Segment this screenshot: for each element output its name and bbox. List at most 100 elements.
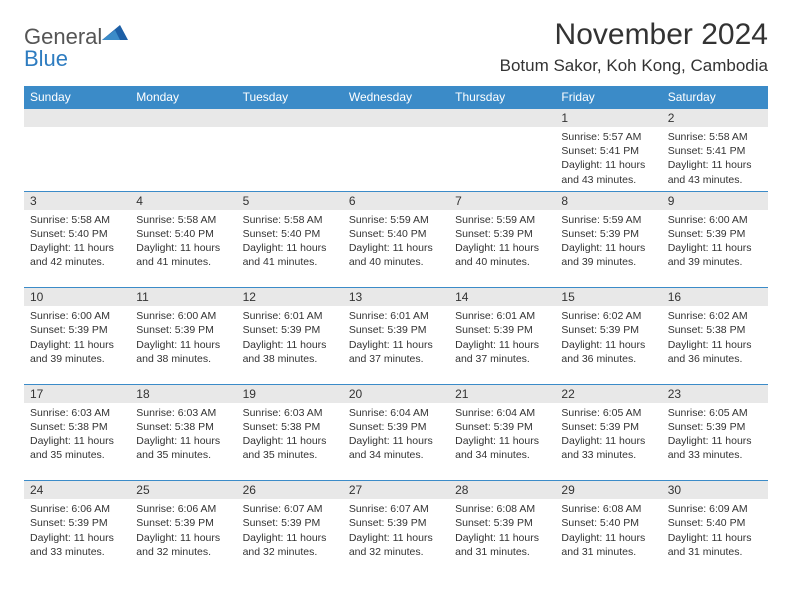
sunrise-text: Sunrise: 6:07 AM — [243, 502, 337, 516]
sunset-text: Sunset: 5:41 PM — [668, 144, 762, 158]
day-number: 6 — [343, 191, 449, 210]
sunrise-text: Sunrise: 6:01 AM — [243, 309, 337, 323]
sunrise-text: Sunrise: 6:00 AM — [30, 309, 124, 323]
sunset-text: Sunset: 5:40 PM — [136, 227, 230, 241]
day-cell: Sunrise: 5:58 AMSunset: 5:40 PMDaylight:… — [237, 210, 343, 288]
sunrise-text: Sunrise: 6:08 AM — [561, 502, 655, 516]
day-number: 4 — [130, 191, 236, 210]
day-cell: Sunrise: 5:58 AMSunset: 5:40 PMDaylight:… — [130, 210, 236, 288]
sunrise-text: Sunrise: 6:02 AM — [561, 309, 655, 323]
day-cell: Sunrise: 5:59 AMSunset: 5:39 PMDaylight:… — [555, 210, 661, 288]
sunrise-text: Sunrise: 6:04 AM — [455, 406, 549, 420]
day-cell: Sunrise: 6:09 AMSunset: 5:40 PMDaylight:… — [662, 499, 768, 577]
sunrise-text: Sunrise: 6:09 AM — [668, 502, 762, 516]
day-header-friday: Friday — [555, 86, 661, 109]
day-cell — [130, 127, 236, 191]
sunset-text: Sunset: 5:39 PM — [349, 323, 443, 337]
sunset-text: Sunset: 5:40 PM — [561, 516, 655, 530]
day-number: 28 — [449, 481, 555, 500]
daylight-text: Daylight: 11 hours and 37 minutes. — [455, 338, 549, 366]
day-number: 19 — [237, 384, 343, 403]
day-number — [237, 109, 343, 128]
day-number: 5 — [237, 191, 343, 210]
day-cell: Sunrise: 6:01 AMSunset: 5:39 PMDaylight:… — [343, 306, 449, 384]
day-cell: Sunrise: 6:04 AMSunset: 5:39 PMDaylight:… — [449, 403, 555, 481]
sunset-text: Sunset: 5:39 PM — [30, 516, 124, 530]
daylight-text: Daylight: 11 hours and 39 minutes. — [30, 338, 124, 366]
day-number: 23 — [662, 384, 768, 403]
sunset-text: Sunset: 5:39 PM — [561, 227, 655, 241]
day-number: 27 — [343, 481, 449, 500]
day-cell — [237, 127, 343, 191]
header: General Blue November 2024 Botum Sakor, … — [24, 18, 768, 76]
day-cell: Sunrise: 6:06 AMSunset: 5:39 PMDaylight:… — [24, 499, 130, 577]
day-number: 14 — [449, 288, 555, 307]
daylight-text: Daylight: 11 hours and 43 minutes. — [668, 158, 762, 186]
day-cell — [343, 127, 449, 191]
sunset-text: Sunset: 5:40 PM — [668, 516, 762, 530]
sunset-text: Sunset: 5:39 PM — [136, 323, 230, 337]
day-cell: Sunrise: 6:07 AMSunset: 5:39 PMDaylight:… — [343, 499, 449, 577]
day-number: 20 — [343, 384, 449, 403]
sunrise-text: Sunrise: 6:06 AM — [30, 502, 124, 516]
day-cell: Sunrise: 6:01 AMSunset: 5:39 PMDaylight:… — [449, 306, 555, 384]
day-header-sunday: Sunday — [24, 86, 130, 109]
daylight-text: Daylight: 11 hours and 33 minutes. — [668, 434, 762, 462]
day-number: 16 — [662, 288, 768, 307]
day-cell: Sunrise: 5:58 AMSunset: 5:40 PMDaylight:… — [24, 210, 130, 288]
day-cell: Sunrise: 6:03 AMSunset: 5:38 PMDaylight:… — [237, 403, 343, 481]
sunset-text: Sunset: 5:40 PM — [243, 227, 337, 241]
sunset-text: Sunset: 5:39 PM — [455, 323, 549, 337]
day-cell: Sunrise: 6:04 AMSunset: 5:39 PMDaylight:… — [343, 403, 449, 481]
daylight-text: Daylight: 11 hours and 34 minutes. — [455, 434, 549, 462]
day-cell: Sunrise: 6:02 AMSunset: 5:38 PMDaylight:… — [662, 306, 768, 384]
sunrise-text: Sunrise: 5:58 AM — [136, 213, 230, 227]
day-header-thursday: Thursday — [449, 86, 555, 109]
sunset-text: Sunset: 5:38 PM — [668, 323, 762, 337]
day-cell: Sunrise: 5:59 AMSunset: 5:40 PMDaylight:… — [343, 210, 449, 288]
sunrise-text: Sunrise: 5:59 AM — [561, 213, 655, 227]
day-number: 11 — [130, 288, 236, 307]
day-cell: Sunrise: 6:05 AMSunset: 5:39 PMDaylight:… — [662, 403, 768, 481]
sunset-text: Sunset: 5:39 PM — [455, 420, 549, 434]
sunrise-text: Sunrise: 6:01 AM — [455, 309, 549, 323]
sunrise-text: Sunrise: 6:04 AM — [349, 406, 443, 420]
sunrise-text: Sunrise: 5:59 AM — [349, 213, 443, 227]
day-number: 21 — [449, 384, 555, 403]
sunset-text: Sunset: 5:39 PM — [349, 516, 443, 530]
sunrise-text: Sunrise: 6:00 AM — [668, 213, 762, 227]
day-cell: Sunrise: 6:00 AMSunset: 5:39 PMDaylight:… — [24, 306, 130, 384]
sunrise-text: Sunrise: 6:01 AM — [349, 309, 443, 323]
sunset-text: Sunset: 5:40 PM — [30, 227, 124, 241]
day-cell: Sunrise: 6:06 AMSunset: 5:39 PMDaylight:… — [130, 499, 236, 577]
daylight-text: Daylight: 11 hours and 40 minutes. — [349, 241, 443, 269]
logo-text-2: Blue — [24, 46, 68, 71]
day-number: 2 — [662, 109, 768, 128]
day-number: 10 — [24, 288, 130, 307]
sunrise-text: Sunrise: 6:00 AM — [136, 309, 230, 323]
sunset-text: Sunset: 5:39 PM — [561, 420, 655, 434]
daylight-text: Daylight: 11 hours and 40 minutes. — [455, 241, 549, 269]
sunrise-text: Sunrise: 6:05 AM — [668, 406, 762, 420]
day-number — [343, 109, 449, 128]
sunset-text: Sunset: 5:39 PM — [243, 323, 337, 337]
day-cell: Sunrise: 6:08 AMSunset: 5:39 PMDaylight:… — [449, 499, 555, 577]
sunrise-text: Sunrise: 5:59 AM — [455, 213, 549, 227]
daylight-text: Daylight: 11 hours and 31 minutes. — [455, 531, 549, 559]
day-number: 7 — [449, 191, 555, 210]
sunrise-text: Sunrise: 6:06 AM — [136, 502, 230, 516]
daylight-text: Daylight: 11 hours and 41 minutes. — [243, 241, 337, 269]
day-number — [24, 109, 130, 128]
daylight-text: Daylight: 11 hours and 39 minutes. — [668, 241, 762, 269]
sunrise-text: Sunrise: 6:05 AM — [561, 406, 655, 420]
day-cell: Sunrise: 6:03 AMSunset: 5:38 PMDaylight:… — [24, 403, 130, 481]
day-number: 12 — [237, 288, 343, 307]
daylight-text: Daylight: 11 hours and 31 minutes. — [561, 531, 655, 559]
daylight-text: Daylight: 11 hours and 42 minutes. — [30, 241, 124, 269]
daylight-text: Daylight: 11 hours and 37 minutes. — [349, 338, 443, 366]
sunset-text: Sunset: 5:39 PM — [136, 516, 230, 530]
day-cell: Sunrise: 6:03 AMSunset: 5:38 PMDaylight:… — [130, 403, 236, 481]
sunrise-text: Sunrise: 5:58 AM — [668, 130, 762, 144]
sunset-text: Sunset: 5:41 PM — [561, 144, 655, 158]
day-header-saturday: Saturday — [662, 86, 768, 109]
